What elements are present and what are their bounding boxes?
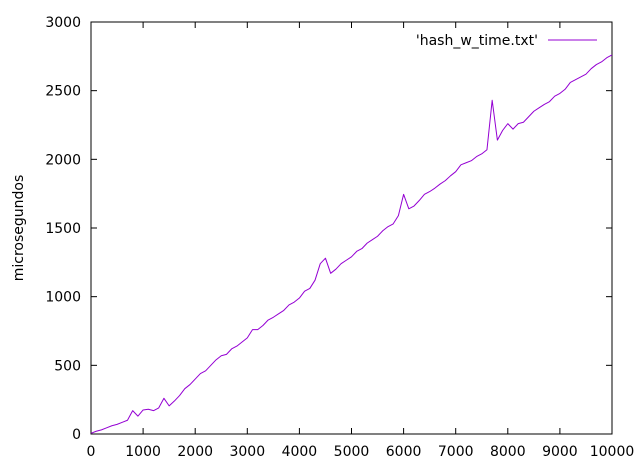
y-tick-label: 2500	[45, 84, 81, 100]
x-tick-label: 0	[87, 444, 96, 460]
x-tick-label: 10000	[590, 444, 635, 460]
y-tick-label: 1000	[45, 290, 81, 306]
y-tick-label: 0	[72, 427, 81, 443]
plot-frame	[90, 21, 613, 435]
y-tick-label: 1500	[45, 221, 81, 237]
y-axis-title: microsegundos	[11, 175, 27, 282]
x-tick-label: 6000	[386, 444, 422, 460]
series-layer	[90, 54, 613, 434]
y-axis: 0 500 1000 1500 2000 2500 3000	[45, 15, 612, 443]
x-tick-label: 3000	[229, 444, 265, 460]
x-tick-label: 1000	[125, 444, 161, 460]
legend: 'hash_w_time.txt'	[416, 33, 597, 49]
y-tick-label: 500	[54, 358, 81, 374]
y-tick-label: 3000	[45, 15, 81, 31]
y-tick-label: 2000	[45, 152, 81, 168]
x-tick-label: 7000	[438, 444, 474, 460]
x-tick-label: 9000	[542, 444, 578, 460]
x-tick-label: 5000	[334, 444, 370, 460]
x-tick-label: 8000	[490, 444, 526, 460]
series-line	[90, 54, 613, 434]
x-tick-label: 2000	[177, 444, 213, 460]
x-axis: 0 1000 2000 3000 4000 5000 6000 7000 8000 9000 100…	[87, 22, 635, 460]
x-tick-label: 4000	[282, 444, 318, 460]
legend-label: 'hash_w_time.txt'	[416, 33, 538, 49]
